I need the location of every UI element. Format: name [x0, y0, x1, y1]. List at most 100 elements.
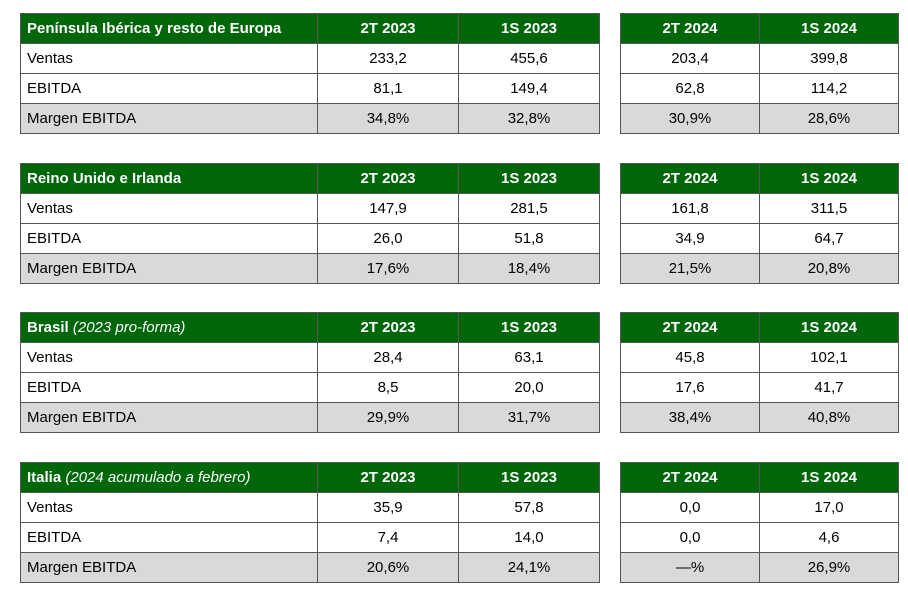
table-row: 30,9% 28,6%	[620, 103, 899, 134]
row-label: EBITDA	[20, 223, 318, 254]
section-title: Reino Unido e Irlanda	[20, 163, 318, 194]
value-cell: 281,5	[458, 193, 600, 224]
value-cell: 35,9	[317, 492, 459, 523]
table-row: EBITDA 8,5 20,0	[20, 372, 600, 403]
row-label: Ventas	[20, 492, 318, 523]
table-row: Ventas 35,9 57,8	[20, 492, 600, 523]
value-cell: 18,4%	[458, 253, 600, 284]
value-cell: 32,8%	[458, 103, 600, 134]
column-header: 2T 2024	[620, 163, 760, 194]
table-row: 21,5% 20,8%	[620, 253, 899, 284]
value-cell: 17,0	[759, 492, 899, 523]
value-cell: 41,7	[759, 372, 899, 403]
value-cell: 20,6%	[317, 552, 459, 583]
row-label: Ventas	[20, 342, 318, 373]
section-table-2024: 2T 2024 1S 2024 45,8 102,1 17,6 41,7 38,4% 40,8…	[620, 312, 899, 433]
value-cell: 14,0	[458, 522, 600, 553]
column-header: 2T 2024	[620, 462, 760, 493]
value-cell: 399,8	[759, 43, 899, 74]
section-title-text: Península Ibérica y resto de Europa	[27, 20, 282, 37]
value-cell: 17,6	[620, 372, 760, 403]
value-cell: 20,0	[458, 372, 600, 403]
section-table-2023: Brasil (2023 pro-forma) 2T 2023 1S 2023 Ven…	[20, 312, 600, 433]
value-cell: 34,9	[620, 223, 760, 254]
value-cell: 45,8	[620, 342, 760, 373]
value-cell: 62,8	[620, 73, 760, 104]
value-cell: 102,1	[759, 342, 899, 373]
table-row: Margen EBITDA 34,8% 32,8%	[20, 103, 600, 134]
table-row: Margen EBITDA 29,9% 31,7%	[20, 402, 600, 433]
value-cell: 81,1	[317, 73, 459, 104]
value-cell: 8,5	[317, 372, 459, 403]
column-header: 1S 2023	[458, 163, 600, 194]
table-row: 45,8 102,1	[620, 342, 899, 373]
section-title-text: Reino Unido e Irlanda	[27, 170, 182, 187]
table-row: EBITDA 7,4 14,0	[20, 522, 600, 553]
table-row: 62,8 114,2	[620, 73, 899, 104]
section-1: Reino Unido e Irlanda 2T 2023 1S 2023 Venta…	[20, 163, 899, 284]
section-table-2024: 2T 2024 1S 2024 161,8 311,5 34,9 64,7 21,5% 20,…	[620, 163, 899, 284]
section-subtitle: (2023 pro-forma)	[72, 319, 186, 336]
table-row: 38,4% 40,8%	[620, 402, 899, 433]
value-cell: 149,4	[458, 73, 600, 104]
section-title-text: Italia	[27, 469, 62, 486]
row-label: Ventas	[20, 43, 318, 74]
section-table-2023: Reino Unido e Irlanda 2T 2023 1S 2023 Venta…	[20, 163, 600, 284]
section-3: Italia (2024 acumulado a febrero) 2T 2023…	[20, 462, 899, 583]
row-label: EBITDA	[20, 522, 318, 553]
section-title: Italia (2024 acumulado a febrero)	[20, 462, 318, 493]
value-cell: 20,8%	[759, 253, 899, 284]
section-title-text: Brasil	[27, 319, 69, 336]
value-cell: 63,1	[458, 342, 600, 373]
table-row: EBITDA 81,1 149,4	[20, 73, 600, 104]
value-cell: 29,9%	[317, 402, 459, 433]
table-row: 17,6 41,7	[620, 372, 899, 403]
table-row: Ventas 233,2 455,6	[20, 43, 600, 74]
section-0: Península Ibérica y resto de Europa 2T 20…	[20, 13, 899, 134]
section-table-2024: 2T 2024 1S 2024 0,0 17,0 0,0 4,6 —% 26,9%	[620, 462, 899, 583]
section-table-2023: Península Ibérica y resto de Europa 2T 20…	[20, 13, 600, 134]
row-label: Ventas	[20, 193, 318, 224]
value-cell: 30,9%	[620, 103, 760, 134]
table-row: Margen EBITDA 20,6% 24,1%	[20, 552, 600, 583]
column-header: 2T 2024	[620, 312, 760, 343]
section-title: Brasil (2023 pro-forma)	[20, 312, 318, 343]
column-header: 1S 2024	[759, 312, 899, 343]
column-header: 1S 2024	[759, 163, 899, 194]
value-cell: 64,7	[759, 223, 899, 254]
value-cell: 28,4	[317, 342, 459, 373]
table-row: —% 26,9%	[620, 552, 899, 583]
column-header: 2T 2023	[317, 312, 459, 343]
value-cell: 4,6	[759, 522, 899, 553]
table-row: 161,8 311,5	[620, 193, 899, 224]
value-cell: —%	[620, 552, 760, 583]
value-cell: 203,4	[620, 43, 760, 74]
row-label: EBITDA	[20, 372, 318, 403]
value-cell: 31,7%	[458, 402, 600, 433]
value-cell: 40,8%	[759, 402, 899, 433]
value-cell: 24,1%	[458, 552, 600, 583]
column-header: 1S 2023	[458, 13, 600, 44]
column-header: 2T 2024	[620, 13, 760, 44]
value-cell: 26,9%	[759, 552, 899, 583]
value-cell: 28,6%	[759, 103, 899, 134]
table-row: EBITDA 26,0 51,8	[20, 223, 600, 254]
table-row: 34,9 64,7	[620, 223, 899, 254]
value-cell: 34,8%	[317, 103, 459, 134]
table-row: Ventas 28,4 63,1	[20, 342, 600, 373]
column-header: 2T 2023	[317, 163, 459, 194]
value-cell: 17,6%	[317, 253, 459, 284]
row-label: Margen EBITDA	[20, 552, 318, 583]
value-cell: 0,0	[620, 492, 760, 523]
table-row: 203,4 399,8	[620, 43, 899, 74]
table-row: Ventas 147,9 281,5	[20, 193, 600, 224]
value-cell: 161,8	[620, 193, 760, 224]
section-title: Península Ibérica y resto de Europa	[20, 13, 318, 44]
row-label: Margen EBITDA	[20, 103, 318, 134]
column-header: 1S 2023	[458, 462, 600, 493]
value-cell: 7,4	[317, 522, 459, 553]
value-cell: 57,8	[458, 492, 600, 523]
table-row: Margen EBITDA 17,6% 18,4%	[20, 253, 600, 284]
row-label: Margen EBITDA	[20, 253, 318, 284]
row-label: EBITDA	[20, 73, 318, 104]
